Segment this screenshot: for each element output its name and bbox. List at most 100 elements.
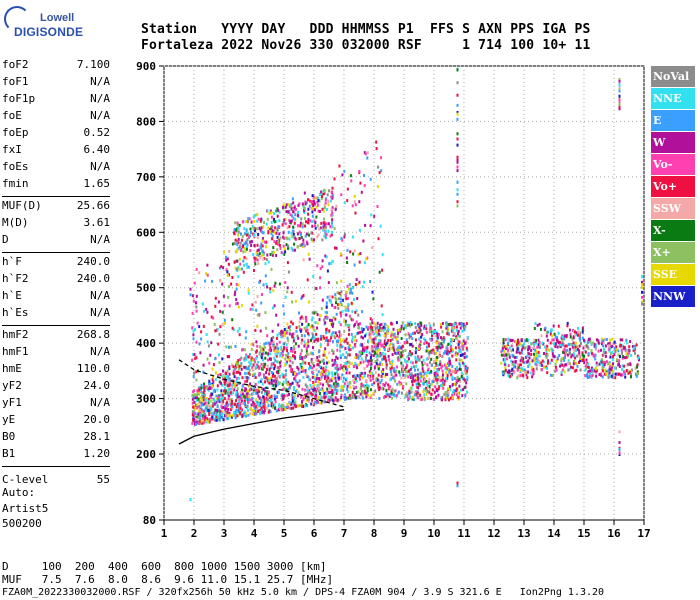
echo-point (258, 226, 261, 230)
echo-point (307, 331, 309, 335)
echo-point (409, 350, 411, 354)
echo-point (433, 359, 436, 363)
echo-point (219, 393, 222, 397)
echo-point (286, 403, 289, 406)
echo-point (299, 221, 302, 225)
echo-point (270, 404, 273, 408)
echo-point (238, 333, 241, 337)
echo-point (254, 405, 257, 409)
echo-point (241, 220, 244, 224)
echo-point (207, 409, 210, 412)
echo-point (297, 232, 299, 236)
echo-point (235, 391, 238, 395)
echo-point (305, 329, 308, 333)
echo-point (624, 372, 627, 376)
echo-point (430, 369, 433, 373)
echo-point (206, 273, 209, 277)
echo-point (301, 387, 304, 391)
echo-point (411, 337, 414, 341)
echo-point (406, 321, 409, 325)
echo-point (404, 326, 407, 329)
echo-point (359, 387, 362, 391)
echo-point (561, 363, 564, 367)
echo-point (318, 392, 321, 395)
echo-point (317, 196, 320, 200)
echo-point (302, 241, 305, 245)
echo-point (386, 373, 389, 376)
echo-point (285, 346, 288, 350)
echo-point (299, 329, 302, 333)
echo-point (263, 409, 266, 412)
echo-point (527, 352, 530, 356)
echo-point (250, 244, 253, 247)
echo-point (555, 359, 558, 363)
echo-point (220, 399, 223, 403)
echo-point (327, 376, 330, 380)
echo-point (331, 323, 333, 327)
echo-point (279, 406, 282, 410)
echo-point (318, 193, 321, 196)
echo-point (194, 412, 197, 416)
echo-point (222, 369, 224, 373)
param-name: hmF1 (2, 345, 29, 358)
echo-point (436, 381, 439, 385)
echo-point (384, 332, 387, 336)
echo-point (255, 365, 258, 369)
echo-point (276, 349, 279, 353)
echo-point (417, 376, 420, 380)
echo-point (600, 342, 603, 346)
echo-point (276, 360, 279, 364)
echo-point (418, 376, 421, 380)
echo-point (256, 400, 259, 404)
echo-point (246, 220, 249, 224)
echo-point (247, 371, 250, 375)
echo-point (221, 415, 224, 419)
echo-point (293, 396, 296, 400)
echo-point (378, 386, 381, 390)
echo-point (316, 339, 319, 343)
echo-point (304, 388, 307, 392)
x-tick-label: 15 (577, 527, 590, 540)
echo-point (372, 391, 375, 395)
param-row-hes: h`Es N/A (2, 306, 110, 323)
echo-point (305, 347, 308, 351)
echo-point (344, 347, 347, 350)
echo-point (599, 361, 602, 365)
echo-point (208, 361, 211, 365)
echo-point (354, 211, 357, 215)
echo-point (631, 368, 633, 372)
echo-point (625, 369, 628, 373)
param-row-he: h`E N/A (2, 289, 110, 306)
echo-point (618, 98, 621, 102)
echo-point (603, 372, 606, 376)
echo-point (224, 377, 226, 381)
echo-point (370, 394, 373, 398)
echo-point (360, 327, 363, 331)
echo-point (540, 334, 543, 338)
param-value: N/A (90, 345, 110, 358)
echo-point (324, 225, 327, 229)
echo-point (608, 373, 611, 377)
echo-point (317, 377, 320, 381)
echo-point (283, 408, 286, 411)
echo-point (291, 300, 294, 304)
echo-point (302, 205, 305, 209)
auto-version: 500200 (2, 517, 42, 530)
echo-point (339, 314, 342, 318)
echo-point (374, 359, 377, 363)
echo-point (242, 348, 245, 351)
echo-point (225, 383, 228, 387)
echo-point (296, 334, 299, 338)
echo-point (591, 374, 594, 378)
echo-point (324, 353, 326, 357)
echo-point (581, 336, 584, 340)
echo-point (248, 395, 251, 399)
echo-point (447, 342, 450, 346)
echo-point (218, 375, 221, 379)
echo-point (425, 327, 428, 331)
echo-point (204, 398, 207, 402)
echo-point (439, 384, 442, 387)
echo-point (317, 380, 320, 384)
echo-point (292, 235, 295, 239)
echo-point (367, 339, 370, 343)
